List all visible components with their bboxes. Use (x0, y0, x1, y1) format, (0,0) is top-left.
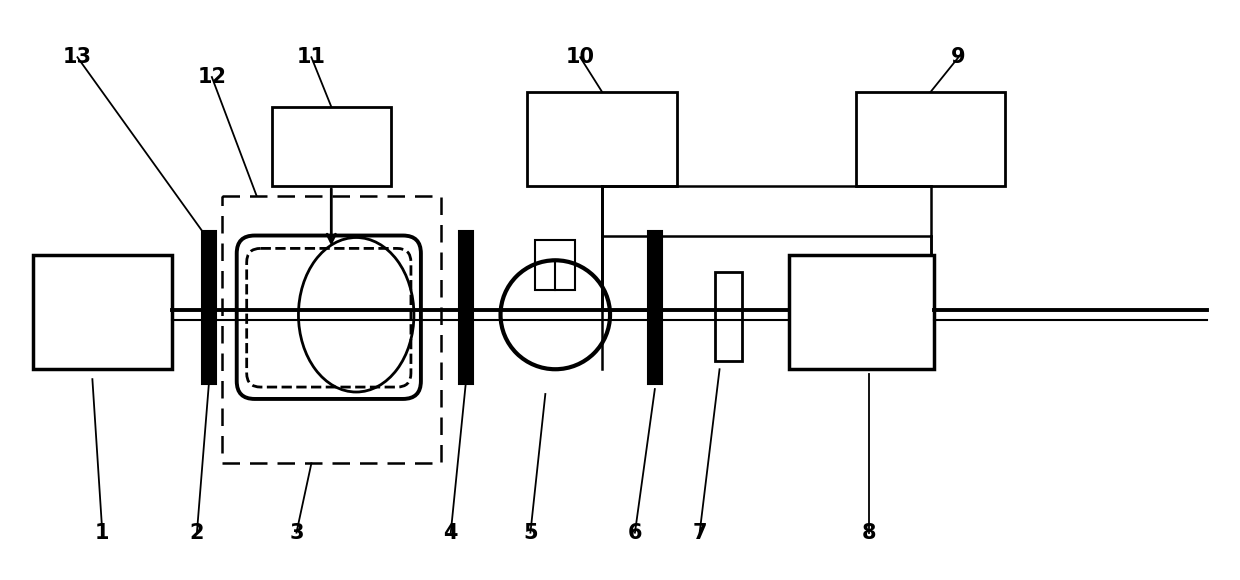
Text: 12: 12 (197, 67, 227, 87)
Bar (856, 92, 1006, 186)
Bar (647, 231, 662, 384)
Bar (714, 272, 743, 361)
Text: 3: 3 (289, 523, 304, 543)
Text: 1: 1 (95, 523, 109, 543)
Text: 6: 6 (627, 523, 642, 543)
Text: 5: 5 (523, 523, 538, 543)
Text: 7: 7 (692, 523, 707, 543)
Bar (789, 255, 934, 369)
Bar (222, 196, 440, 463)
Bar (32, 255, 172, 369)
Text: 9: 9 (951, 47, 966, 67)
Bar (527, 92, 677, 186)
Text: 4: 4 (444, 523, 458, 543)
Bar (202, 231, 216, 384)
Text: 13: 13 (63, 47, 92, 67)
Bar (459, 231, 472, 384)
Bar (272, 107, 391, 186)
Bar (536, 241, 575, 290)
Text: 2: 2 (190, 523, 205, 543)
Text: 10: 10 (565, 47, 595, 67)
Text: 11: 11 (296, 47, 326, 67)
Text: 8: 8 (862, 523, 877, 543)
